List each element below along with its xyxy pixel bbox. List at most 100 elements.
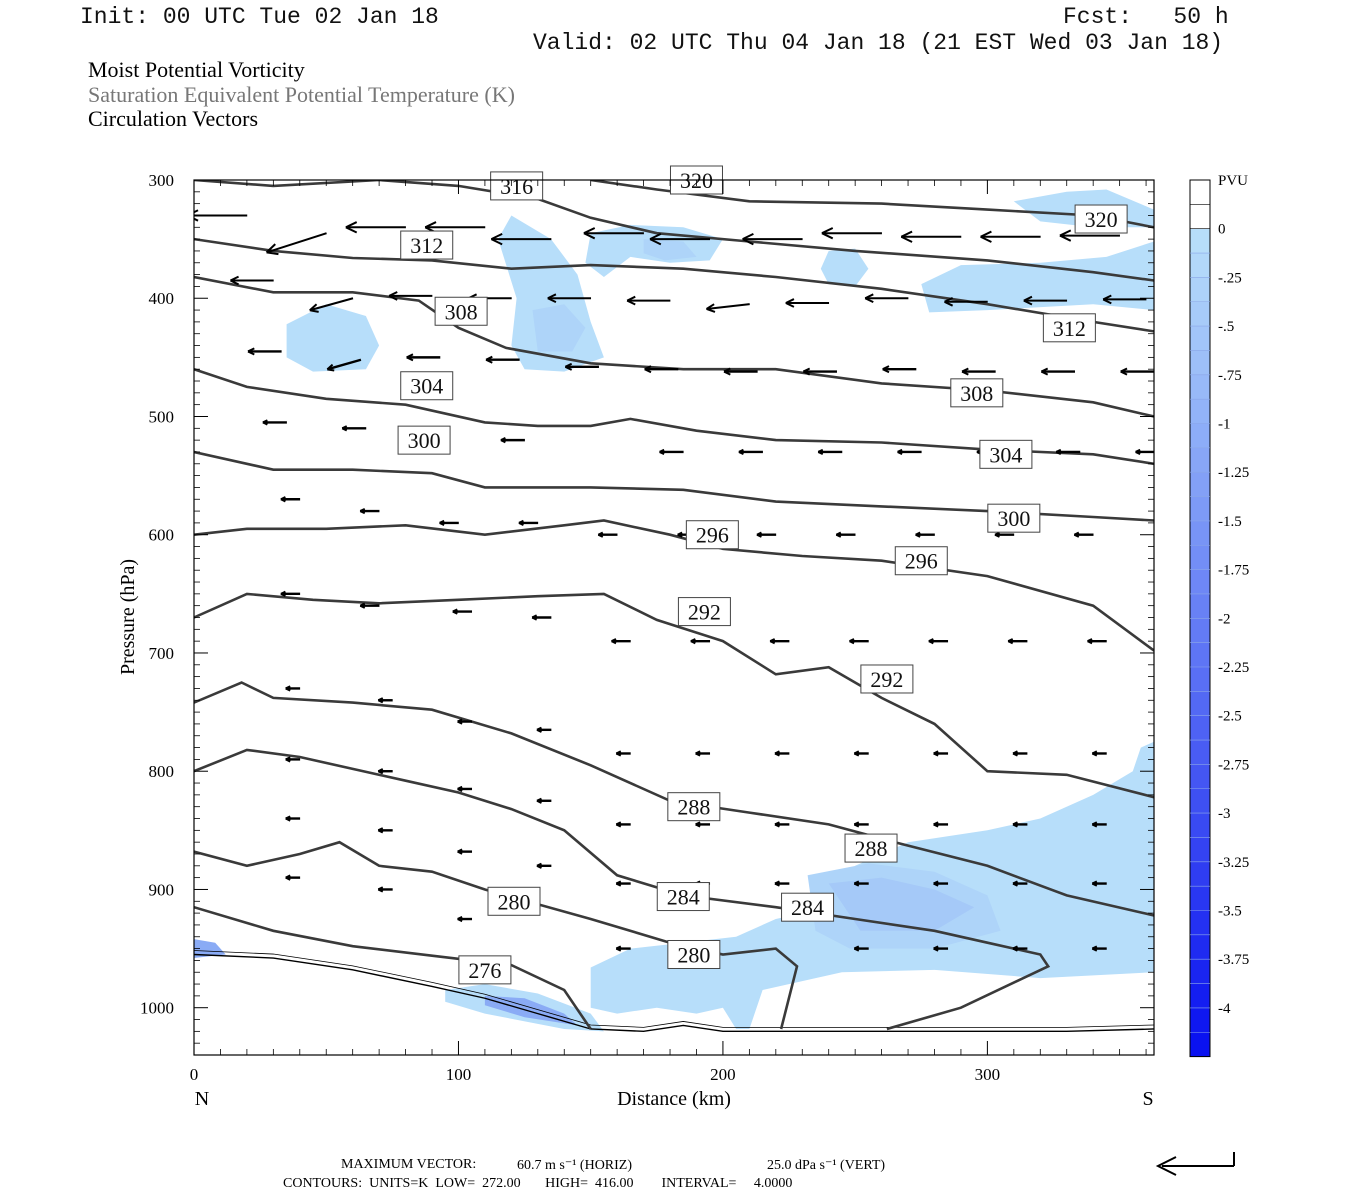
colorbar-level-label: -2.25 (1218, 660, 1249, 676)
contour-info: CONTOURS: UNITS=K LOW= 272.00 HIGH= 416.… (283, 1176, 793, 1191)
contour-label-280: 280 (677, 942, 710, 967)
axes: 300 400 500 600 700 800 900 1000 0 100 200 300 (140, 171, 1154, 1084)
contour-label-292: 292 (870, 667, 903, 692)
vector-shaft (706, 303, 750, 310)
colorbar-swatch (1190, 180, 1210, 205)
vector-head (285, 817, 291, 822)
vector-head (377, 888, 384, 893)
contour-label-288: 288 (677, 795, 710, 820)
vector-head (485, 358, 493, 364)
contour-label-284: 284 (791, 895, 824, 920)
vector-head (738, 451, 744, 456)
vector-head (1007, 640, 1014, 645)
terrain-line-upper (194, 950, 1154, 1028)
x-axis-label: Distance (km) (617, 1088, 731, 1110)
contour-label-box (667, 939, 721, 969)
contour-292 (194, 592, 1154, 799)
title-pv: Moist Potential Vorticity (88, 57, 305, 82)
vector-head (1091, 882, 1098, 887)
colorbar-level-label: -1.5 (1218, 514, 1242, 530)
x-tick-label-200: 200 (710, 1065, 736, 1084)
colorbar-level-label: -3 (1218, 806, 1231, 822)
colorbar-level-label: -4 (1218, 1001, 1231, 1017)
vector-head (933, 947, 939, 952)
colorbar-swatch (1190, 886, 1210, 911)
contour-label-280: 280 (498, 889, 531, 914)
y-tick-label-300: 300 (149, 171, 175, 190)
vector-head (309, 309, 319, 313)
colorbar-level-label: -2.5 (1218, 709, 1242, 725)
colorbar-units: PVU (1218, 173, 1248, 189)
vector-head (388, 291, 398, 297)
vector-head (285, 687, 291, 692)
vector-head (882, 368, 890, 374)
vector-head (994, 533, 1000, 538)
colorbar-swatch (1190, 447, 1210, 473)
y-tick-label-600: 600 (149, 526, 175, 545)
colorbar-swatch (1190, 350, 1210, 376)
y-tick-label-900: 900 (149, 880, 175, 899)
contour-label-296: 296 (905, 549, 938, 574)
vector-head (835, 533, 842, 538)
vector-shaft (327, 358, 362, 371)
vector-head (1012, 752, 1018, 757)
vector-head (1091, 823, 1098, 828)
colorbar-swatch (1190, 642, 1210, 668)
vector-head (644, 368, 652, 374)
vector-head (230, 275, 240, 282)
vector-head (536, 864, 542, 869)
contour-label-308: 308 (960, 381, 993, 406)
vector-head (345, 221, 358, 229)
contour-label-304: 304 (989, 442, 1022, 467)
vector-head (597, 533, 604, 538)
vector-head (377, 699, 384, 704)
contour-label-box (397, 425, 451, 455)
pv-region-9 (921, 241, 1154, 313)
vector-head (649, 233, 662, 241)
contour-304 (194, 367, 1154, 466)
colorbar-swatch (1190, 545, 1210, 570)
vector-head (1167, 639, 1172, 641)
colorbar-swatch (1190, 1032, 1210, 1057)
vector-head (897, 451, 903, 456)
colorbar-swatch (1190, 277, 1210, 303)
vector-head (457, 720, 463, 725)
colorbar-swatch (1190, 228, 1210, 254)
vector-head (659, 451, 665, 456)
colorbar-level-label: 0 (1218, 222, 1226, 238)
colorbar-level-label: -3.25 (1218, 855, 1249, 871)
contour-label-284: 284 (667, 885, 700, 910)
colorbar-swatch (1190, 764, 1210, 790)
colorbar-swatch (1190, 593, 1210, 619)
vector-head (377, 770, 384, 775)
pv-region-3 (286, 304, 380, 372)
contour-labels: 316 3203203123123083083043043003002962962… (397, 165, 1128, 985)
vector-head (1172, 753, 1177, 755)
vector-head (774, 882, 780, 887)
colorbar-swatch (1190, 959, 1210, 984)
colorbar-swatch (1190, 520, 1210, 546)
contour-label-312: 312 (410, 233, 443, 258)
vector-head (723, 370, 731, 376)
contour-label-316: 316 (500, 174, 533, 199)
vector-head (928, 640, 934, 645)
y-tick-label-800: 800 (149, 762, 175, 781)
y-tick-label-1000: 1000 (140, 999, 174, 1018)
vector-head (490, 238, 503, 246)
contour-label-box (487, 886, 541, 916)
contour-label-box (490, 171, 544, 201)
vector-head (564, 365, 573, 371)
vector-head (785, 298, 795, 304)
max-vector-vert: 25.0 dPa s⁻¹ (VERT) (767, 1158, 886, 1173)
vector-head (695, 752, 701, 757)
vector-head (817, 451, 824, 456)
vector-head (769, 640, 776, 645)
title-theta: Saturation Equivalent Potential Temperat… (88, 82, 515, 107)
vector-head (695, 823, 701, 828)
vector-head (247, 350, 255, 356)
max-vector-horiz: 60.7 m s⁻¹ (HORIZ) (517, 1158, 633, 1173)
colorbar-swatch (1190, 934, 1210, 960)
max-vector-key (1155, 1152, 1235, 1176)
contour-label-292: 292 (688, 600, 721, 625)
contour-296 (194, 519, 1154, 652)
